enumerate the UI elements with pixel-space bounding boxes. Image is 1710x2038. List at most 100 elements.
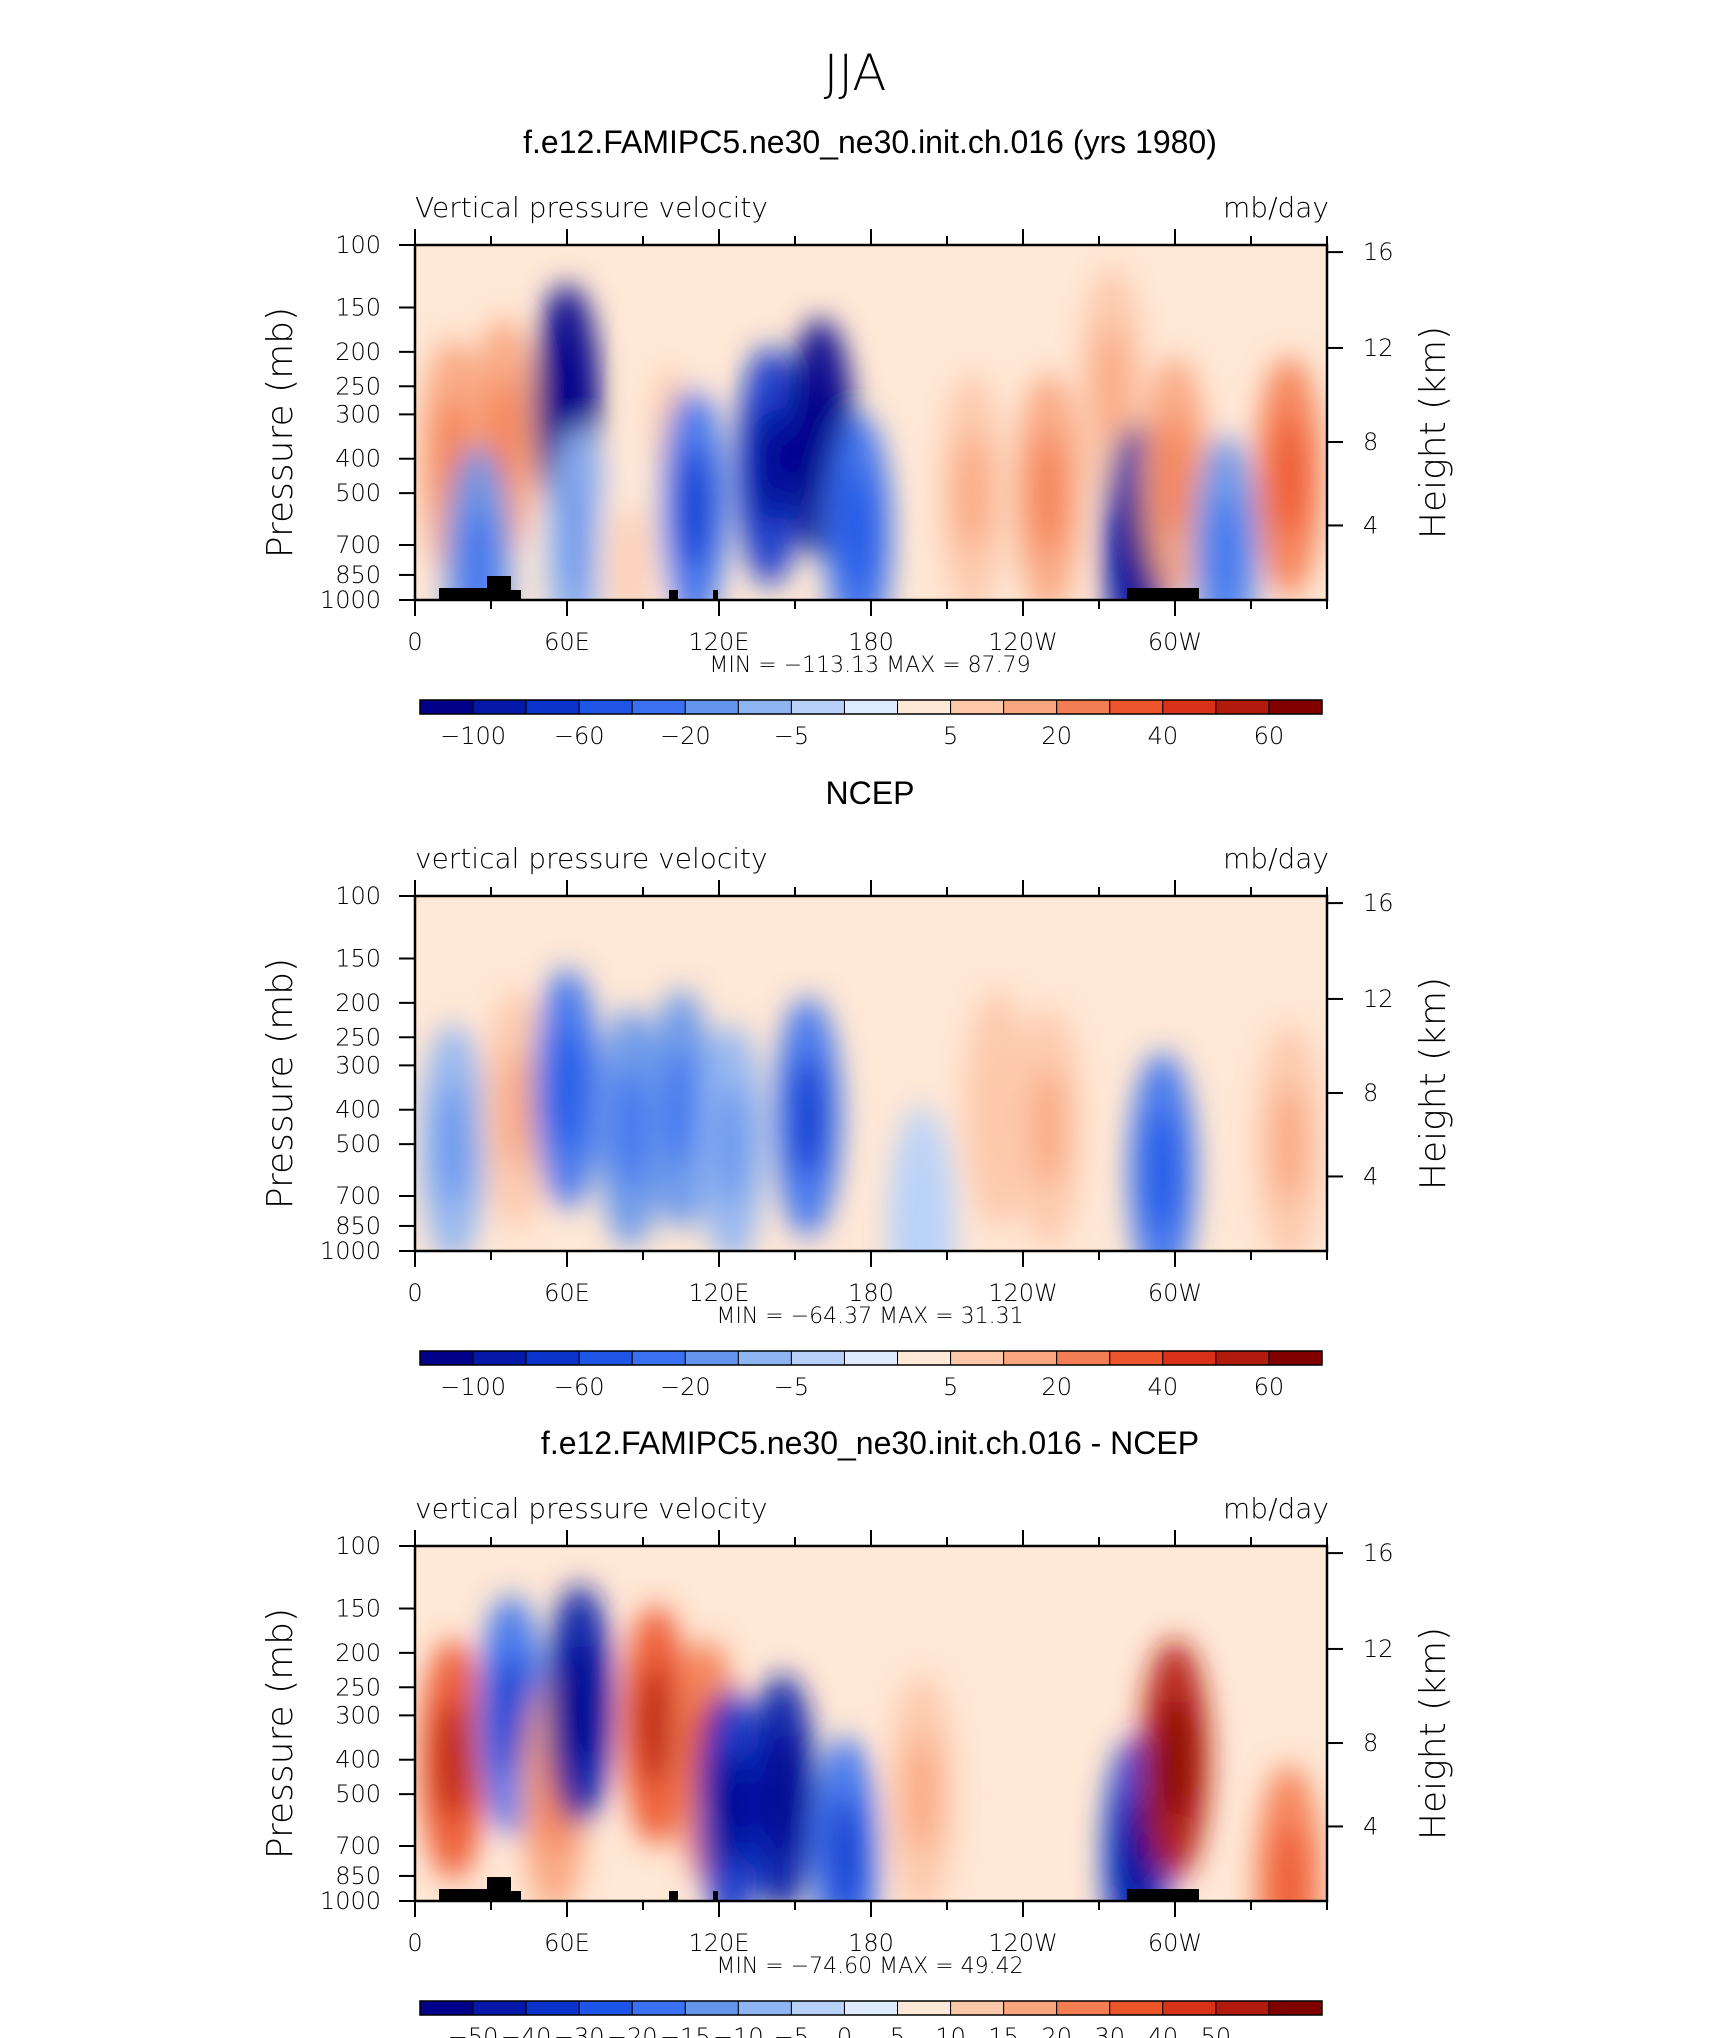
colorbar-swatch — [684, 1350, 739, 1366]
y2-tick-label: 16 — [1363, 889, 1394, 917]
colorbar-label: −20 — [660, 722, 711, 750]
colorbar-swatch — [1003, 699, 1058, 715]
x-tick-label: 180 — [848, 1929, 894, 1957]
panel-field — [415, 896, 1327, 1251]
y-tick-label: 500 — [335, 1130, 381, 1158]
field-blob-core — [495, 1655, 528, 1776]
y2-tick-label: 4 — [1363, 511, 1378, 539]
colorbar-swatch — [897, 2000, 952, 2016]
y-tick-label: 700 — [335, 1182, 381, 1210]
colorbar-swatch — [790, 699, 845, 715]
y2-axis-label: Height (km) — [1413, 326, 1454, 539]
colorbar-label: 15 — [988, 2023, 1019, 2038]
y2-tick-label: 16 — [1363, 1539, 1394, 1567]
topography-bar — [487, 576, 511, 600]
field-blob-core — [905, 1734, 938, 1855]
colorbar-swatch — [1109, 699, 1164, 715]
y-tick-label: 100 — [335, 231, 381, 259]
x-tick-label: 60E — [544, 1279, 590, 1307]
panel-title: f.e12.FAMIPC5.ne30_ne30.init.ch.016 (yrs… — [523, 124, 1217, 160]
y-tick-label: 250 — [335, 1673, 381, 1701]
field-blob-core — [829, 1796, 862, 1901]
colorbar-swatch — [419, 699, 474, 715]
colorbar-swatch — [790, 1350, 845, 1366]
colorbar-swatch — [950, 2000, 1005, 2016]
colorbar-label: 10 — [935, 2023, 966, 2038]
colorbar-swatch — [1215, 699, 1270, 715]
panel-units-label: mb/day — [1223, 842, 1329, 875]
y2-tick-label: 12 — [1363, 985, 1394, 1013]
y-tick-label: 250 — [335, 372, 381, 400]
colorbar-swatch — [684, 2000, 739, 2016]
y-tick-label: 700 — [335, 1832, 381, 1860]
field-blob-core — [551, 1029, 583, 1150]
topography-bar — [487, 1877, 511, 1901]
x-tick-label: 180 — [848, 628, 894, 656]
y-tick-label: 200 — [335, 1639, 381, 1667]
field-blob-core — [1273, 1084, 1305, 1205]
colorbar-label: −30 — [554, 2023, 605, 2038]
field-blob-core — [956, 433, 989, 554]
colorbar-swatch — [578, 1350, 633, 1366]
field-blob-core — [1095, 326, 1128, 447]
colorbar-swatch — [419, 2000, 474, 2016]
topography-bar — [511, 1891, 521, 1901]
panel-field — [415, 1546, 1327, 1901]
x-tick-label: 120E — [689, 1279, 750, 1307]
topography-bar — [713, 1891, 718, 1901]
colorbar-label: −20 — [660, 1373, 711, 1401]
y-tick-label: 300 — [335, 1701, 381, 1729]
field-blob-core — [677, 447, 710, 568]
colorbar-label: −100 — [440, 722, 506, 750]
panel-3: f.e12.FAMIPC5.ne30_ne30.init.ch.016 - NC… — [260, 1425, 1454, 2038]
y-tick-label: 1000 — [320, 586, 381, 614]
field-blob-core — [1159, 1699, 1191, 1820]
colorbar-swatch — [1268, 2000, 1323, 2016]
y-tick-label: 400 — [335, 1746, 381, 1774]
colorbar-swatch — [1003, 2000, 1058, 2016]
colorbar-swatch — [1215, 1350, 1270, 1366]
x-tick-label: 60E — [544, 1929, 590, 1957]
panel-left-label: vertical pressure velocity — [415, 842, 768, 875]
y-tick-label: 850 — [335, 1862, 381, 1890]
colorbar-swatch — [525, 2000, 580, 2016]
colorbar-label: −40 — [501, 2023, 552, 2038]
y2-axis-label: Height (km) — [1413, 1627, 1454, 1840]
x-tick-label: 0 — [407, 1279, 422, 1307]
colorbar-label: 40 — [1148, 1373, 1179, 1401]
x-tick-label: 180 — [848, 1279, 894, 1307]
colorbar-label: 60 — [1254, 722, 1285, 750]
colorbar-swatch — [525, 1350, 580, 1366]
field-blobs — [419, 1584, 1323, 1901]
x-tick-label: 120W — [988, 1929, 1058, 1957]
y-tick-label: 200 — [335, 989, 381, 1017]
colorbar-swatch — [1056, 2000, 1111, 2016]
colorbar-label: 40 — [1148, 2023, 1179, 2038]
topography-bar — [1127, 588, 1199, 600]
field-blob-core — [500, 1049, 533, 1170]
field-blob-core — [1121, 1796, 1153, 1901]
y-tick-label: 100 — [335, 882, 381, 910]
y2-tick-label: 8 — [1363, 428, 1378, 456]
colorbar-frame — [419, 1350, 1323, 1366]
x-tick-label: 60W — [1148, 628, 1202, 656]
colorbar-label: 5 — [890, 2023, 905, 2038]
colorbar-label: 50 — [1201, 2023, 1232, 2038]
field-blob-core — [1209, 495, 1242, 600]
x-tick-label: 120W — [988, 628, 1058, 656]
x-tick-label: 120W — [988, 1279, 1058, 1307]
field-blob-core — [1146, 1112, 1179, 1233]
colorbar-frame — [419, 699, 1323, 715]
colorbar-swatch — [684, 699, 739, 715]
colorbar-label: −100 — [440, 1373, 506, 1401]
colorbar-label: 0 — [837, 2023, 852, 2038]
panel-left-label: Vertical pressure velocity — [415, 191, 768, 224]
colorbar-label: −20 — [607, 2023, 658, 2038]
topography-bar — [439, 588, 490, 600]
panel-field — [415, 245, 1327, 600]
panels-group: f.e12.FAMIPC5.ne30_ne30.init.ch.016 (yrs… — [260, 124, 1454, 2038]
colorbar-swatch — [1056, 1350, 1111, 1366]
colorbar-swatch — [1162, 699, 1217, 715]
field-blob-core — [842, 473, 875, 594]
y2-tick-label: 4 — [1363, 1162, 1378, 1190]
